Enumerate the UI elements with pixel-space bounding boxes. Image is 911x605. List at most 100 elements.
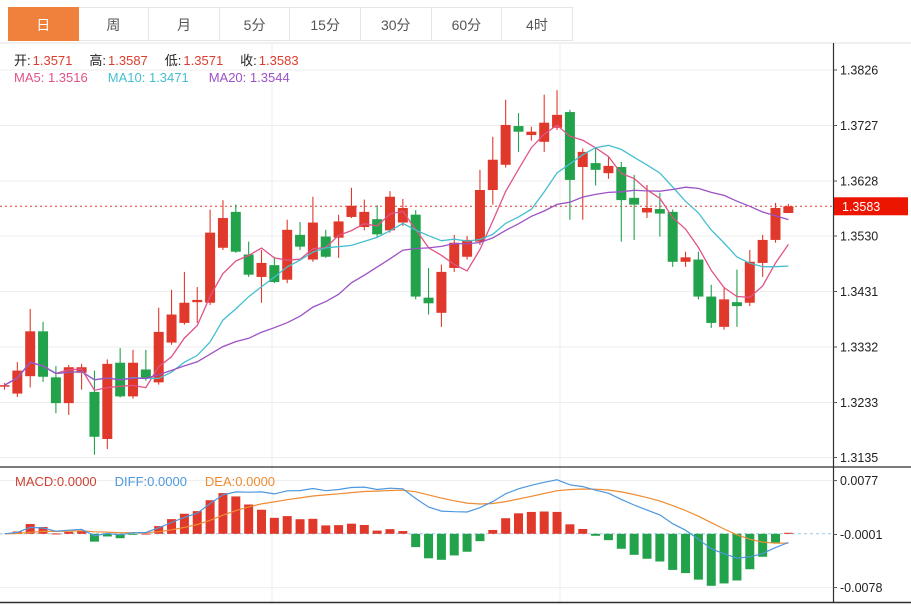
period-tab[interactable]: 4时 — [502, 7, 573, 41]
open-value: 1.3571 — [32, 53, 73, 68]
candle-body — [513, 126, 524, 132]
ohlc-readout: 开: 1.3571 高: 1.3587 低: 1.3571 收: 1.3583 — [14, 50, 316, 69]
candle-body — [179, 302, 190, 323]
macd-histogram-bar — [321, 525, 331, 534]
macd-histogram-bar — [205, 500, 215, 534]
period-tab[interactable]: 30分 — [360, 7, 432, 41]
price-tick-label: 1.3233 — [840, 396, 878, 410]
price-tick-label: 1.3332 — [840, 341, 878, 355]
candle-body — [719, 299, 730, 327]
candle-body — [654, 209, 665, 214]
macd-histogram-bar — [758, 533, 768, 557]
candle-body — [642, 207, 652, 213]
candle-body — [0, 385, 10, 387]
candle-body — [770, 207, 781, 240]
macd-histogram-bar — [783, 532, 793, 534]
macd-histogram-bar — [475, 533, 485, 542]
macd-histogram-bar — [244, 504, 254, 534]
price-tick-label: 1.3431 — [840, 285, 878, 299]
macd-histogram-bar — [552, 511, 562, 534]
candle-body — [706, 296, 717, 323]
candle-body — [564, 112, 575, 180]
macd-histogram-bar — [745, 533, 755, 570]
price-tick-label: 1.3135 — [840, 451, 878, 465]
dea-value-readout: DEA:0.0000 — [204, 474, 276, 489]
candle-body — [359, 211, 370, 228]
macd-histogram-bar — [334, 525, 344, 534]
candle-body — [269, 265, 280, 282]
macd-histogram-bar — [346, 523, 356, 534]
candle-body — [295, 234, 306, 247]
candle-body — [744, 261, 755, 303]
macd-histogram-bar — [269, 517, 279, 534]
candle-body — [12, 370, 23, 394]
macd-histogram-bar — [102, 533, 112, 537]
macd-readout: MACD:0.0000 DIFF:0.0000 DEA:0.0000 — [15, 474, 275, 489]
macd-histogram-bar — [141, 533, 151, 535]
macd-histogram-bar — [462, 533, 472, 552]
candle-body — [462, 239, 473, 257]
candle-body — [25, 331, 36, 377]
macd-histogram-bar — [642, 533, 652, 559]
candle-body — [307, 222, 318, 260]
macd-histogram-bar — [282, 516, 292, 534]
macd-tick-label: 0.0077 — [840, 474, 878, 488]
candle-body — [89, 391, 100, 437]
macd-histogram-bar — [706, 533, 716, 586]
macd-tick-label: -0.0078 — [840, 581, 882, 595]
period-tab[interactable]: 15分 — [290, 7, 361, 41]
candle-body — [500, 124, 511, 165]
low-value: 1.3571 — [183, 53, 224, 68]
diff-value-readout: DIFF:0.0000 — [114, 474, 187, 489]
macd-histogram-bar — [668, 533, 678, 570]
candle-body — [243, 254, 254, 275]
candle-body — [140, 369, 151, 379]
candle-body — [783, 206, 794, 214]
price-tick-label: 1.3628 — [840, 175, 878, 189]
macd-histogram-bar — [398, 531, 408, 534]
ma20-line — [4, 186, 789, 386]
macd-histogram-bar — [231, 496, 241, 534]
last-price-badge-label: 1.3583 — [842, 200, 880, 214]
period-tab[interactable]: 5分 — [219, 7, 291, 41]
macd-histogram-bar — [488, 529, 498, 534]
macd-histogram-bar — [77, 531, 87, 534]
macd-histogram-bar — [436, 533, 446, 560]
candle-body — [616, 167, 627, 201]
price-tick-label: 1.3530 — [840, 229, 878, 243]
candle-body — [63, 367, 74, 404]
macd-histogram-bar — [603, 533, 613, 541]
period-tab[interactable]: 日 — [8, 7, 79, 41]
ma10-readout: MA10: 1.3471 — [107, 70, 189, 85]
macd-histogram-bar — [681, 533, 691, 574]
candle-body — [667, 211, 678, 262]
candle-body — [256, 262, 267, 277]
candle-body — [153, 331, 164, 383]
macd-histogram-bar — [295, 519, 305, 534]
macd-histogram-bar — [719, 533, 729, 584]
candle-body — [282, 229, 293, 280]
low-label: 低: — [164, 53, 182, 68]
macd-histogram-bar — [411, 533, 421, 548]
candle-body — [590, 163, 601, 170]
candle-body — [217, 218, 228, 248]
period-tab[interactable]: 月 — [149, 7, 220, 41]
candle-body — [128, 362, 138, 397]
period-tab[interactable]: 60分 — [431, 7, 503, 41]
macd-histogram-bar — [115, 533, 125, 539]
macd-histogram-bar — [732, 533, 742, 581]
macd-histogram-bar — [501, 518, 511, 534]
macd-histogram-bar — [565, 524, 575, 534]
period-tab[interactable]: 周 — [78, 7, 150, 41]
close-value: 1.3583 — [258, 53, 299, 68]
high-label: 高: — [89, 53, 107, 68]
macd-histogram-bar — [167, 519, 177, 534]
macd-histogram-bar — [385, 529, 395, 534]
candle-body — [410, 214, 421, 297]
candle-body — [50, 377, 61, 404]
candle-body — [346, 205, 357, 217]
macd-histogram-bar — [629, 533, 639, 555]
macd-histogram-bar — [179, 513, 189, 534]
candle-body — [166, 314, 177, 343]
